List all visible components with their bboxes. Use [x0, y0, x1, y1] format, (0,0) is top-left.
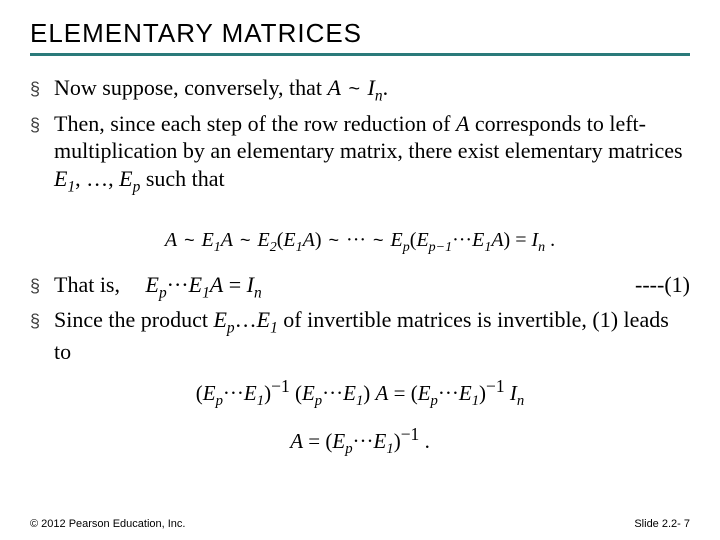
bullet-2-A: A [456, 111, 469, 136]
bullet-3-text: That is, [54, 272, 120, 297]
equation-2: (Ep···E1)−1 (Ep···E1) A = (Ep···E1)−1 In [30, 376, 690, 411]
bullet-marker: § [30, 74, 54, 106]
equation-1: Ep···E1A = In [146, 271, 262, 303]
bullet-1: § Now suppose, conversely, that A ~ In. [30, 74, 690, 106]
bullet-4-E1: E [257, 307, 270, 332]
bullet-4: § Since the product Ep…E1 of invertible … [30, 306, 690, 365]
bullet-4-1: 1 [270, 320, 278, 337]
title-block: ELEMENTARY MATRICES [30, 18, 690, 56]
title-underline [30, 53, 690, 56]
bullet-1-math: A ~ In [328, 75, 383, 100]
bullet-4-p: p [227, 320, 235, 337]
bullet-1-post: . [383, 75, 389, 100]
bullet-4-mid: … [235, 307, 257, 332]
equation-1-tag: ----(1) [635, 271, 690, 299]
bullet-marker: § [30, 271, 54, 303]
equation-main: A ~ E1A ~ E2(E1A) ~ ··· ~ Ep(Ep−1···E1A)… [30, 228, 690, 257]
slide-title: ELEMENTARY MATRICES [30, 18, 690, 49]
bullet-1-text: Now suppose, conversely, that [54, 75, 328, 100]
bullet-marker: § [30, 110, 54, 197]
bullet-3: § That is, Ep···E1A = In ----(1) [30, 271, 690, 303]
bullet-4-Ep: E [213, 307, 226, 332]
footer-copyright: © 2012 Pearson Education, Inc. [30, 518, 185, 530]
bullet-2-E1: E [54, 166, 67, 191]
footer: © 2012 Pearson Education, Inc. Slide 2.2… [30, 518, 690, 530]
bullet-marker: § [30, 306, 54, 365]
bullet-2-E1-sub: 1 [67, 178, 75, 195]
equation-3: A = (Ep···E1)−1 . [30, 424, 690, 459]
footer-slide-number: Slide 2.2- 7 [634, 518, 690, 530]
bullet-2-mid: , …, [75, 166, 119, 191]
bullet-4-pre: Since the product [54, 307, 213, 332]
bullet-2-text-a: Then, since each step of the row reducti… [54, 111, 456, 136]
content-area: § Now suppose, conversely, that A ~ In. … [30, 64, 690, 459]
bullet-2-end: such that [140, 166, 224, 191]
bullet-2-Ep: E [119, 166, 132, 191]
bullet-2: § Then, since each step of the row reduc… [30, 110, 690, 197]
